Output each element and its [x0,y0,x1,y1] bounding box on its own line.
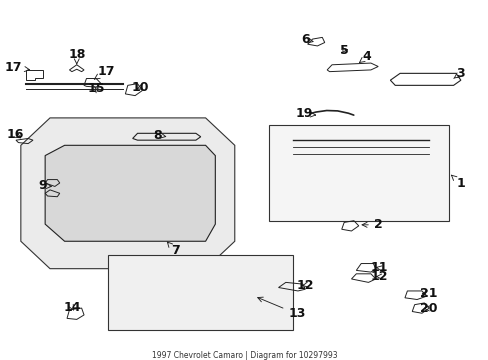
Text: 1: 1 [450,175,464,190]
Text: 17: 17 [94,65,115,79]
FancyBboxPatch shape [108,255,292,330]
Text: 5: 5 [339,44,348,57]
Text: 10: 10 [131,81,148,94]
Text: 16: 16 [6,128,23,141]
Text: 14: 14 [63,301,81,314]
Text: 18: 18 [68,48,85,64]
Text: 15: 15 [87,82,105,95]
Text: 2: 2 [361,218,382,231]
Text: 21: 21 [419,287,436,300]
Text: 9: 9 [39,179,51,192]
Text: 12: 12 [296,279,313,292]
Polygon shape [21,118,234,269]
Polygon shape [45,145,215,241]
Text: 7: 7 [167,242,180,257]
Text: 11: 11 [370,261,387,274]
Text: 19: 19 [295,107,315,120]
Text: 17: 17 [5,61,29,74]
Text: 12: 12 [370,270,387,283]
Text: 3: 3 [453,67,464,80]
Text: 20: 20 [419,302,436,315]
FancyBboxPatch shape [268,125,448,221]
Text: 8: 8 [153,129,165,141]
Text: 4: 4 [359,50,371,63]
Text: 6: 6 [300,33,312,46]
Text: 1997 Chevrolet Camaro | Diagram for 10297993: 1997 Chevrolet Camaro | Diagram for 1029… [151,351,337,360]
Text: 13: 13 [257,297,305,320]
